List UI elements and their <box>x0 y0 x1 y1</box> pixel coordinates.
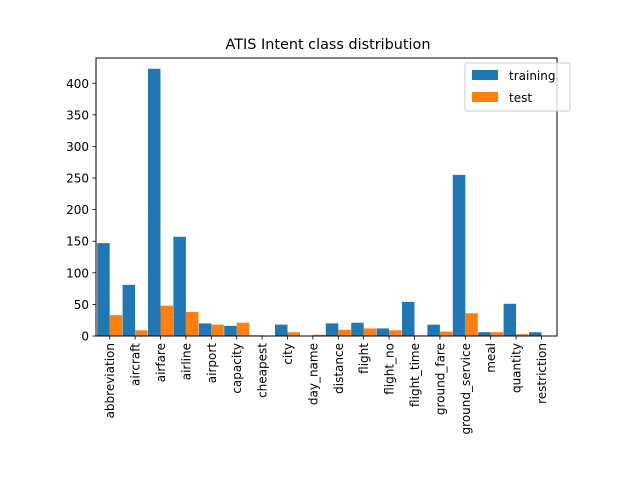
y-tick-label-300: 300 <box>66 140 89 154</box>
y-tick-label-200: 200 <box>66 203 89 217</box>
x-tick-label-flight_time: flight_time <box>408 343 422 407</box>
y-tick-label-350: 350 <box>66 108 89 122</box>
bar-training-city <box>275 324 288 336</box>
x-tick-label-day_name: day_name <box>306 343 320 405</box>
y-tick-label-150: 150 <box>66 235 89 249</box>
x-tick-label-airline: airline <box>179 343 193 380</box>
bar-training-flight <box>351 322 364 336</box>
y-tick-label-400: 400 <box>66 77 89 91</box>
bar-test-airport <box>211 324 224 336</box>
chart-title: ATIS Intent class distribution <box>226 37 431 53</box>
bar-training-airport <box>198 323 212 336</box>
x-tick-label-capacity: capacity <box>230 343 244 394</box>
bar-test-city <box>287 332 300 336</box>
legend-label-training: training <box>509 69 556 83</box>
x-tick-label-cheapest: cheapest <box>256 343 270 398</box>
legend-label-test: test <box>509 91 532 105</box>
bar-test-airline <box>185 311 199 336</box>
bar-training-ground_fare <box>427 324 440 336</box>
legend-swatch-training <box>472 70 498 80</box>
x-tick-label-quantity: quantity <box>510 343 524 393</box>
bars-layer <box>97 68 542 337</box>
x-tick-label-restriction: restriction <box>535 343 549 404</box>
bar-test-ground_fare <box>439 331 453 336</box>
bar-test-meal <box>490 332 504 336</box>
bar-training-flight_time <box>402 301 415 336</box>
x-tick-label-abbreviation: abbreviation <box>103 343 117 418</box>
bar-test-airfare <box>160 305 173 336</box>
bar-test-abbreviation <box>109 315 123 336</box>
bar-training-meal <box>478 332 491 336</box>
bar-test-quantity <box>516 334 529 336</box>
x-tick-label-meal: meal <box>484 343 498 373</box>
y-tick-label-100: 100 <box>66 266 89 280</box>
legend-swatch-test <box>472 92 498 102</box>
bar-training-distance <box>325 323 339 336</box>
bar-test-ground_service <box>465 313 478 336</box>
plot-frame <box>95 57 558 337</box>
bar-training-capacity <box>224 325 237 336</box>
x-tick-label-aircraft: aircraft <box>129 343 143 386</box>
x-tick-label-airfare: airfare <box>154 343 168 382</box>
bar-training-abbreviation <box>97 243 110 336</box>
bar-test-flight <box>363 328 377 336</box>
bar-training-flight_no <box>376 328 390 336</box>
x-tick-label-flight: flight <box>357 343 371 374</box>
bar-training-ground_service <box>452 174 466 336</box>
legend: training test <box>464 62 571 112</box>
bar-training-quantity <box>503 303 517 336</box>
x-tick-label-city: city <box>281 343 295 365</box>
bar-training-airline <box>173 236 186 336</box>
y-tick-label-250: 250 <box>66 172 89 186</box>
y-tick-label-0: 0 <box>81 330 89 344</box>
bar-training-aircraft <box>122 284 136 336</box>
x-tick-label-flight_no: flight_no <box>383 343 397 395</box>
y-tick-label-50: 50 <box>74 298 89 312</box>
bar-test-capacity <box>236 322 250 336</box>
x-tick-label-airport: airport <box>205 343 219 384</box>
y-axis: 0 50 100 150 200 250 300 350 400 <box>66 77 96 344</box>
bar-test-flight_no <box>389 330 402 336</box>
bar-test-distance <box>338 329 351 336</box>
bar-test-day_name <box>312 334 326 336</box>
x-tick-label-ground_service: ground_service <box>459 343 473 434</box>
bar-training-restriction <box>529 332 542 336</box>
bar-test-aircraft <box>135 330 148 336</box>
x-axis: abbreviation aircraft airfare airline airpor… <box>103 336 549 434</box>
x-tick-label-distance: distance <box>332 343 346 394</box>
bar-training-airfare <box>148 68 161 337</box>
x-tick-label-ground_fare: ground_fare <box>433 343 447 415</box>
